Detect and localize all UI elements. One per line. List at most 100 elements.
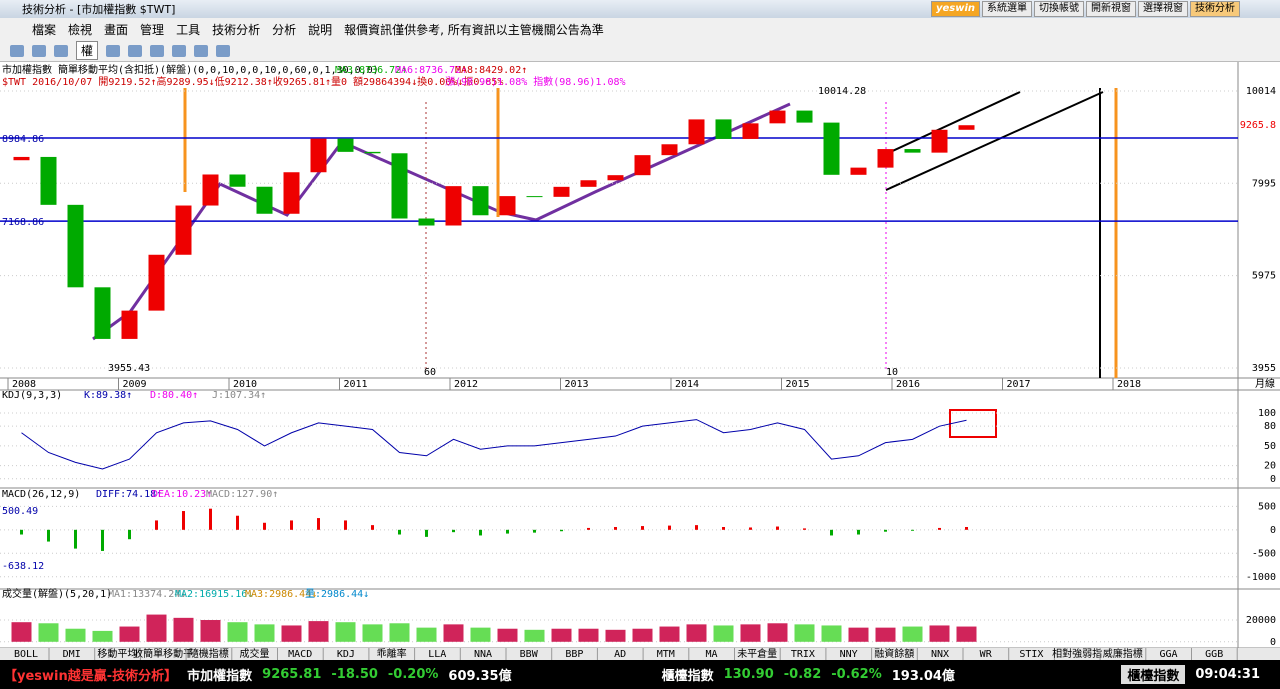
index-change: -18.50 <box>331 667 378 682</box>
indicator-tab[interactable]: BBW <box>520 649 539 660</box>
volume-bar <box>146 614 167 642</box>
indicator-tab[interactable]: KDJ <box>337 649 355 660</box>
indicator-tab[interactable]: MA <box>705 649 717 660</box>
volume-bar <box>956 626 977 642</box>
macd-bar <box>722 527 725 530</box>
menu-item[interactable]: 說明 <box>308 22 333 37</box>
tool-icon[interactable] <box>128 44 143 57</box>
candle <box>148 254 165 311</box>
year-label: 2012 <box>454 379 478 390</box>
title-button[interactable]: 開新視窗 <box>1086 1 1136 17</box>
menu-item[interactable]: 工具 <box>176 22 201 37</box>
indicator-tab[interactable]: 隨機指標 <box>189 647 229 660</box>
chart-area: 市加權指數 簡單移動平均(含扣抵)(解盤)(0,0,10,0,0,10,0,60… <box>0 62 1280 660</box>
candle <box>931 129 948 153</box>
tool-icon[interactable] <box>32 44 46 57</box>
tool-icon[interactable] <box>172 44 187 57</box>
volume-bar <box>497 628 518 642</box>
y-tick-label: 20000 <box>1246 615 1276 626</box>
menu-item[interactable]: 技術分析 <box>212 22 261 37</box>
indicator-tab[interactable]: LLA <box>428 649 446 660</box>
indicator-tab[interactable]: 移動平均 <box>97 647 137 660</box>
title-button[interactable]: 選擇視窗 <box>1138 1 1188 17</box>
tool-icon[interactable] <box>106 44 121 57</box>
macd-bar <box>20 529 23 535</box>
indicator-tab[interactable]: 收簡單移動平 <box>133 647 193 660</box>
y-tick-label: 3955 <box>1252 363 1276 374</box>
ma-label: MA8:8429.02↑ <box>455 65 527 76</box>
indicator-tab[interactable]: TRIX <box>791 649 815 660</box>
indicator-tab[interactable]: NNA <box>474 649 492 660</box>
indicator-tab[interactable]: 融資餘額 <box>874 647 914 660</box>
menu-item[interactable]: 畫面 <box>104 22 129 37</box>
candle <box>40 156 57 205</box>
indicator-tab[interactable]: 威廉指標 <box>1103 647 1143 660</box>
title-button[interactable]: 系統選單 <box>982 1 1032 17</box>
indicator-tab[interactable]: 成交量 <box>240 647 270 660</box>
volume-bar <box>11 622 32 642</box>
volume-bar <box>578 628 599 642</box>
tool-icon[interactable] <box>194 44 209 57</box>
candle <box>742 123 759 139</box>
title-button[interactable]: 技術分析 <box>1190 1 1240 17</box>
volume-bar <box>740 624 761 642</box>
kdj-j: J:107.34↑ <box>212 390 266 401</box>
indicator-tab[interactable]: 相對強弱指 <box>1052 647 1102 660</box>
title-button[interactable]: yeswin <box>930 1 980 17</box>
period-label: 月線 <box>1255 377 1275 390</box>
year-label: 2013 <box>565 379 589 390</box>
candle <box>13 156 30 161</box>
candle <box>958 125 975 130</box>
indicator-tab[interactable]: NNY <box>840 649 858 660</box>
indicator-tab[interactable]: BOLL <box>14 649 38 660</box>
y-tick-label: 7995 <box>1252 178 1276 189</box>
indicator-tab[interactable]: BBP <box>565 649 583 660</box>
volume-bar <box>443 624 464 642</box>
volume-bar <box>389 623 410 642</box>
index-name: 櫃檯指數 <box>661 669 714 684</box>
indicator-tab[interactable]: MTM <box>657 649 675 660</box>
macd-upper: 500.49 <box>2 506 38 517</box>
indicator-tab[interactable]: 未平倉量 <box>737 647 777 660</box>
volume-bar <box>335 622 356 642</box>
indicator-tab[interactable]: STIX <box>1019 649 1043 660</box>
macd-bar <box>884 529 887 532</box>
ma-label: MA6:8736.72↑ <box>395 65 467 76</box>
volume-bar <box>281 625 302 642</box>
indicator-tab[interactable]: MACD <box>288 649 312 660</box>
menu-notice: 報價資訊僅供參考, 所有資訊以主管機關公告為準 <box>344 22 604 37</box>
indicator-tab[interactable]: NNX <box>931 649 949 660</box>
indicator-tab[interactable]: GGB <box>1205 649 1223 660</box>
indicator-tab[interactable]: WR <box>980 649 993 660</box>
menu-item[interactable]: 檔案 <box>32 22 57 37</box>
menu-item[interactable]: 管理 <box>140 22 165 37</box>
y-tick-label: 50 <box>1264 441 1276 452</box>
candle <box>850 167 867 175</box>
indicator-tab[interactable]: DMI <box>63 649 81 660</box>
indicator-tab[interactable]: 乖離率 <box>377 647 407 660</box>
candle <box>553 186 570 197</box>
indicator-tab[interactable]: AD <box>614 649 626 660</box>
tool-icon[interactable] <box>54 44 68 57</box>
menu-item[interactable]: 檢視 <box>68 22 93 37</box>
window-title: 技術分析 - [市加權指數 $TWT] <box>22 3 176 16</box>
y-tick-label: 100 <box>1258 408 1276 419</box>
macd-bar <box>317 518 320 530</box>
rights-button[interactable]: 權 <box>76 41 99 60</box>
indicator-tab[interactable]: GGA <box>1159 649 1177 660</box>
tool-icon[interactable] <box>216 44 231 57</box>
tool-icon[interactable] <box>10 44 24 57</box>
low-label: 3955.43 <box>108 363 150 374</box>
candle <box>634 155 651 176</box>
title-button[interactable]: 切換帳號 <box>1034 1 1084 17</box>
macd-bar <box>830 529 833 536</box>
candle <box>688 119 705 145</box>
tool-icon[interactable] <box>150 44 165 57</box>
title-bar: 技術分析 - [市加權指數 $TWT] yeswin 系統選單 切換帳號 開新視窗 選擇… <box>0 0 1280 18</box>
menu-item[interactable]: 分析 <box>272 22 297 37</box>
volume-bar <box>173 617 194 642</box>
candle <box>67 204 84 288</box>
otc-button[interactable]: 櫃檯指數 <box>1121 665 1186 684</box>
